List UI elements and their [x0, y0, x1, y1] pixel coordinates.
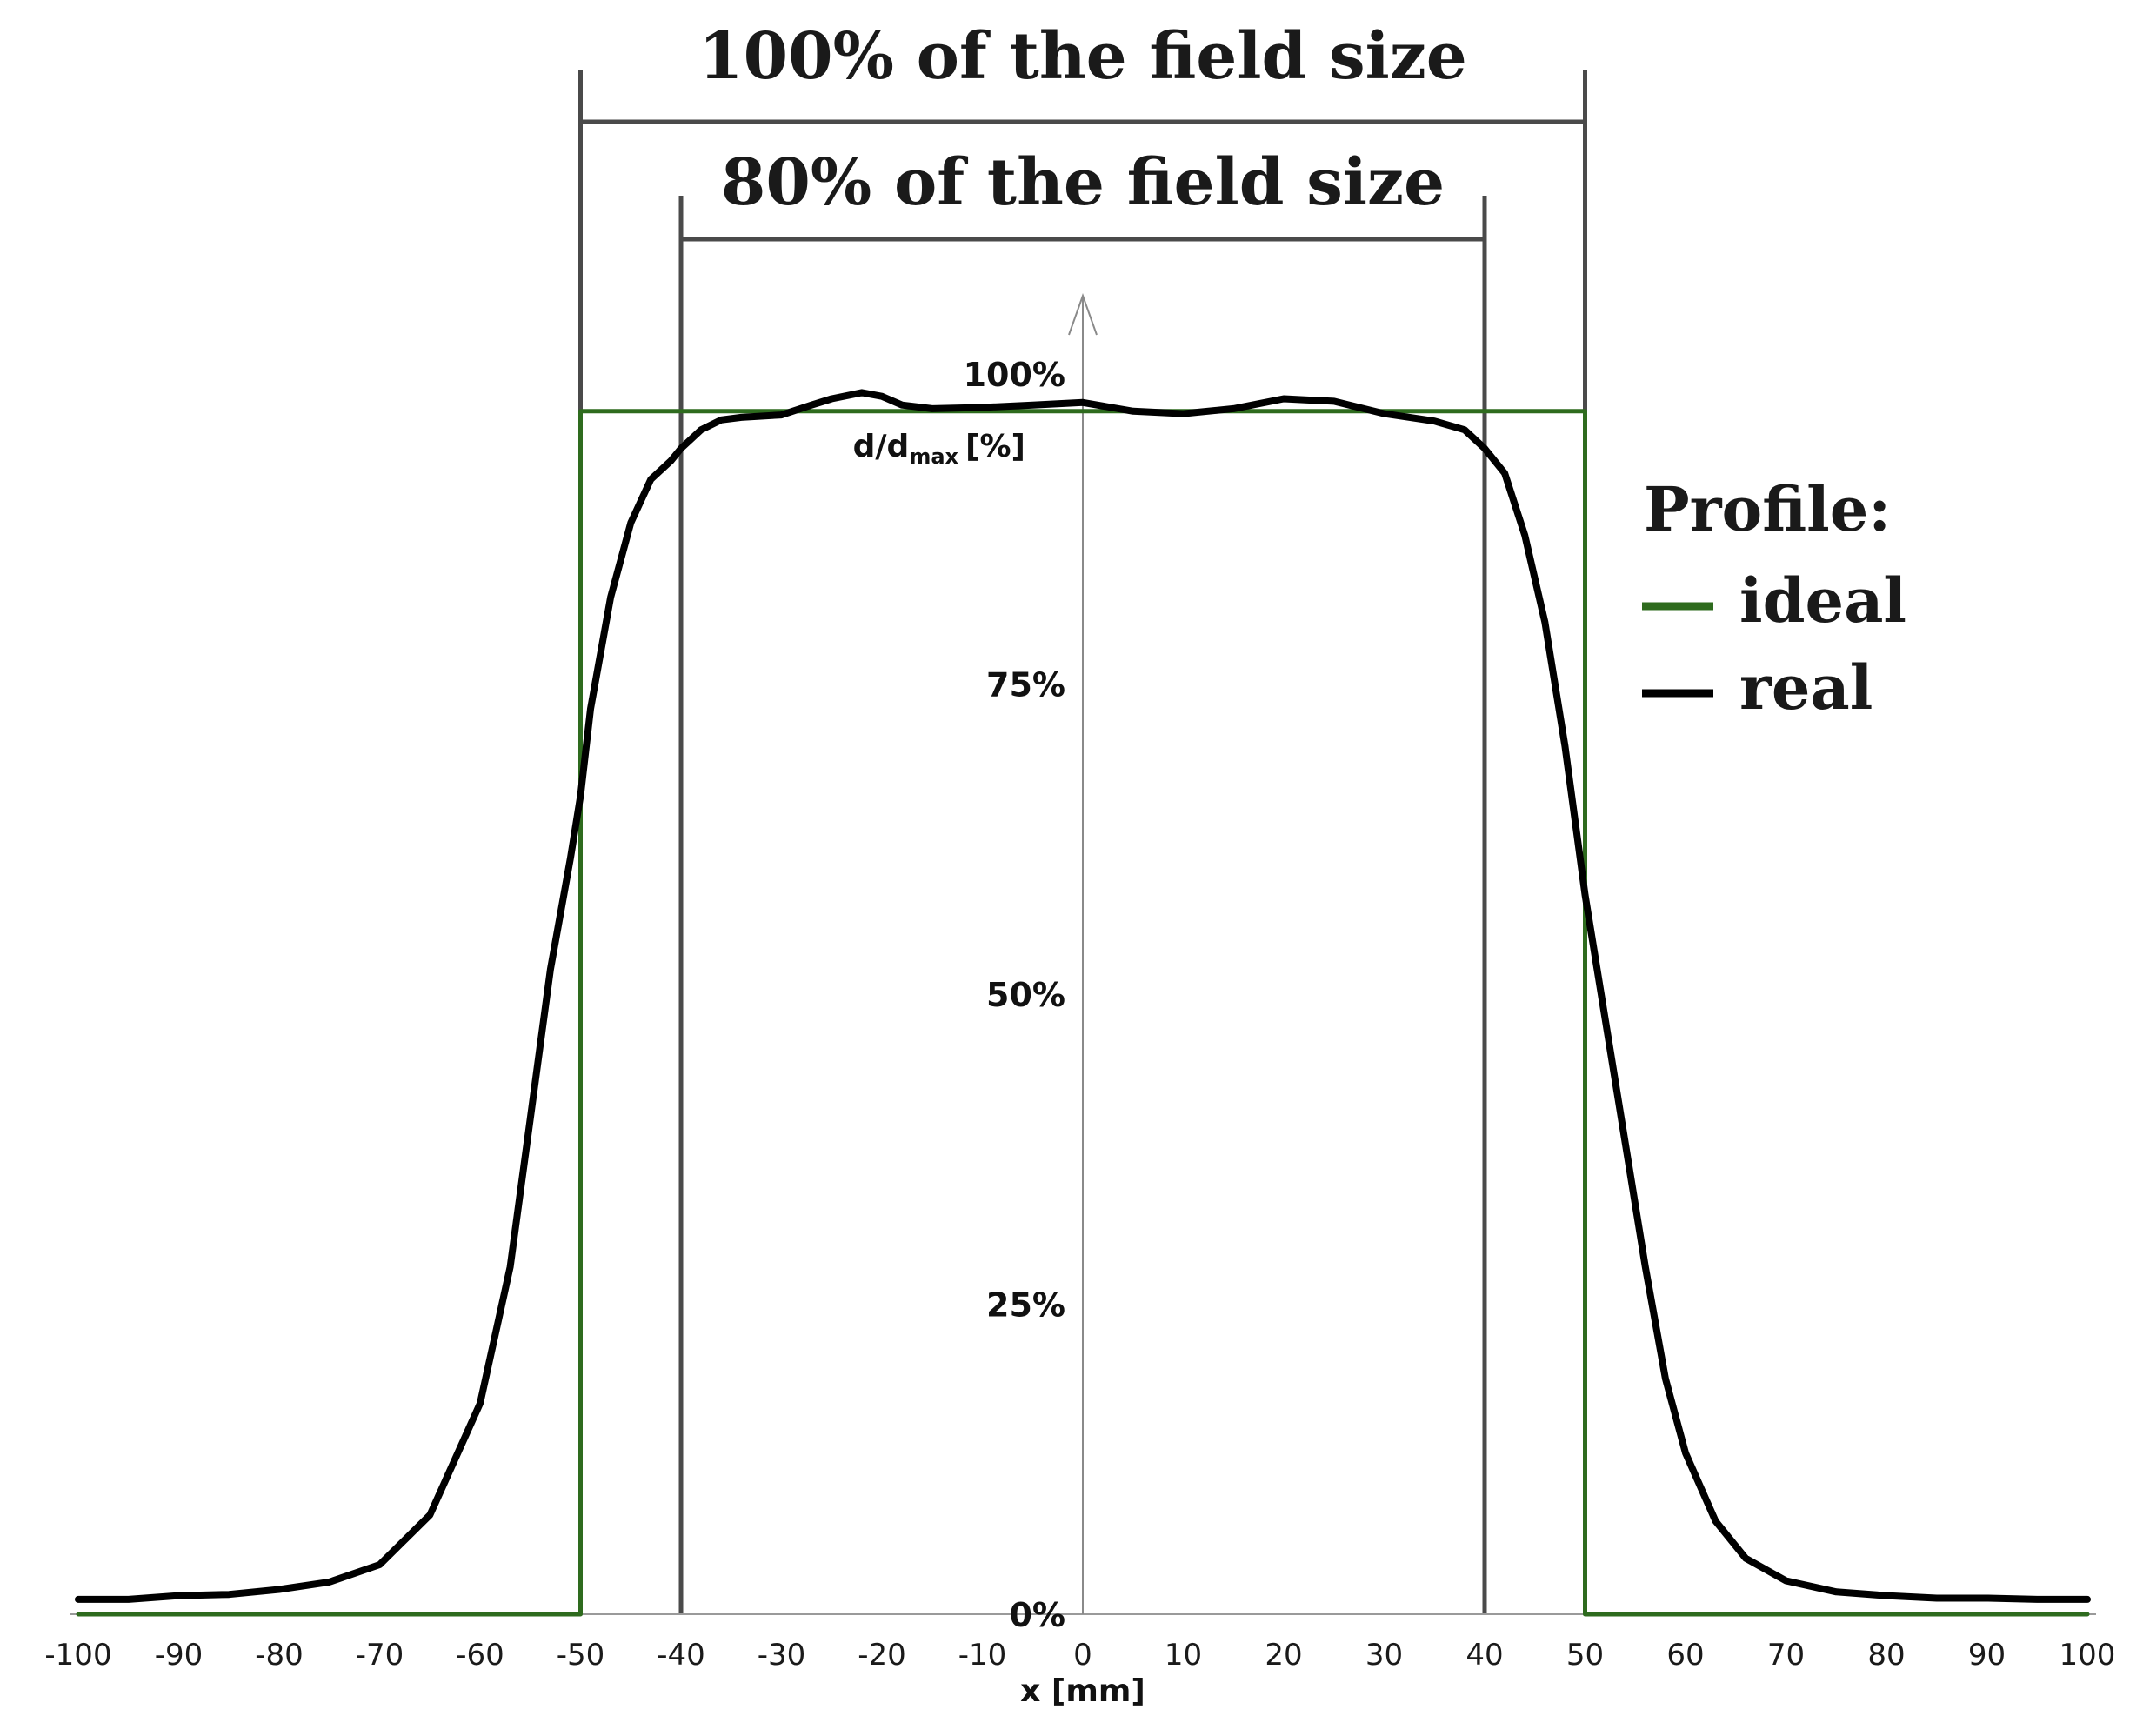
x-tick-label: -80 — [255, 1638, 304, 1673]
x-tick-label: 60 — [1666, 1638, 1704, 1673]
x-tick-label: -40 — [657, 1638, 705, 1673]
x-tick-label: 100 — [2060, 1638, 2116, 1673]
x-tick-label: -60 — [456, 1638, 504, 1673]
field-size-bracket-label: 100% of the field size — [698, 19, 1467, 94]
x-tick-label: -20 — [858, 1638, 906, 1673]
y-tick-label: 25% — [986, 1286, 1065, 1325]
x-tick-label: -90 — [155, 1638, 204, 1673]
x-axis-label: x [mm] — [1020, 1673, 1145, 1709]
field-size-bracket-label: 80% of the field size — [721, 145, 1445, 220]
x-tick-label: 10 — [1165, 1638, 1202, 1673]
x-tick-label: -70 — [356, 1638, 404, 1673]
y-tick-label: 75% — [986, 666, 1065, 704]
x-tick-label: 40 — [1465, 1638, 1503, 1673]
y-tick-label: 0% — [1009, 1596, 1065, 1634]
x-tick-label: 70 — [1767, 1638, 1805, 1673]
series-layer — [75, 389, 2091, 1617]
y-axis-label-unit: [%] — [965, 429, 1025, 464]
x-tick-label: 90 — [1968, 1638, 2006, 1673]
legend-title: Profile: — [1644, 473, 1891, 545]
legend-entry-ideal: ideal — [1739, 564, 1906, 637]
x-tick-label: -100 — [44, 1638, 111, 1673]
y-axis-label: d/dmax [%] — [853, 429, 1025, 469]
x-tick-label: -30 — [758, 1638, 806, 1673]
x-tick-label: 30 — [1365, 1638, 1403, 1673]
y-axis-label-sub: max — [909, 444, 958, 469]
tick-layer: -100 -90 -80 -70 -60 -50 -40 -30 -20 -10 0 10 20 30 40… — [44, 356, 2115, 1673]
x-tick-label: 20 — [1265, 1638, 1302, 1673]
y-axis-arrow-icon — [1068, 293, 1098, 336]
annotation-layer: 100% of the field size 80% of the field s… — [578, 19, 1587, 1614]
svg-text:d/dmax[%]: d/dmax [%] — [853, 429, 1025, 469]
y-axis-label-main: d/d — [853, 429, 910, 464]
x-tick-label: 80 — [1867, 1638, 1905, 1673]
y-tick-label: 50% — [986, 976, 1065, 1014]
x-tick-label: -10 — [958, 1638, 1007, 1673]
x-tick-label: -50 — [557, 1638, 605, 1673]
x-tick-label: 50 — [1566, 1638, 1604, 1673]
y-tick-label: 100% — [964, 356, 1065, 394]
svg-text:x [mm]: x [mm] — [1020, 1673, 1145, 1709]
x-tick-label: 0 — [1073, 1638, 1092, 1673]
series-line-ideal — [76, 409, 2090, 1617]
series-line-real — [75, 389, 2091, 1603]
legend: Profile: ideal real — [1642, 473, 1906, 724]
legend-entry-real: real — [1739, 651, 1873, 724]
